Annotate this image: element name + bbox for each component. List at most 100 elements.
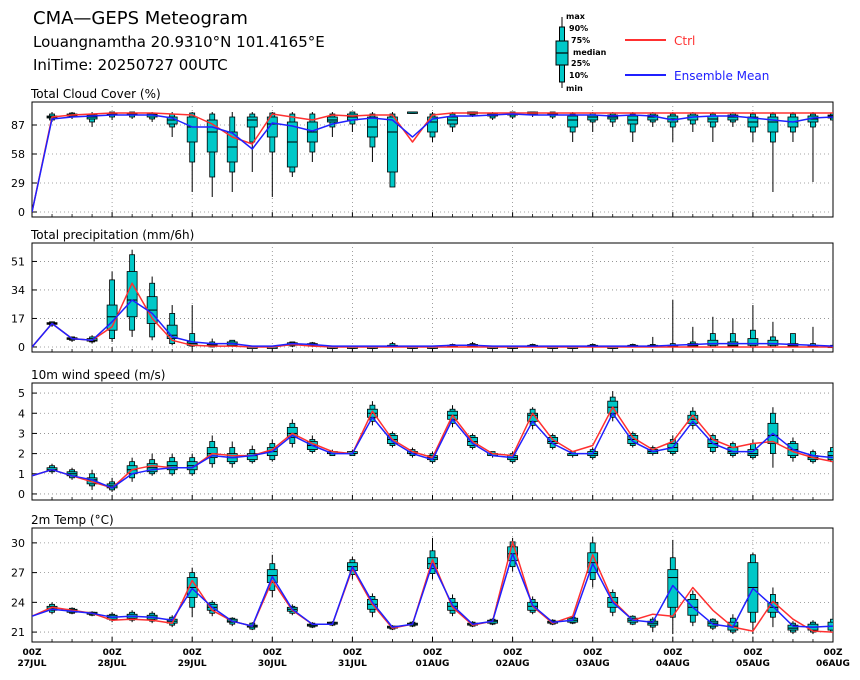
ensemble-mean-line bbox=[32, 412, 833, 489]
box-outer bbox=[249, 113, 256, 143]
ensemble-box bbox=[166, 112, 178, 137]
x-tick-date: 27JUL bbox=[18, 659, 47, 669]
box-inner bbox=[767, 339, 779, 346]
key-label: 75% bbox=[571, 36, 590, 45]
panel-title: Total precipitation (mm/6h) bbox=[30, 228, 194, 242]
x-tick-hour: 00Z bbox=[263, 648, 283, 658]
x-tick-hour: 00Z bbox=[423, 648, 443, 658]
ensemble-box bbox=[306, 622, 318, 629]
ensemble-box bbox=[747, 552, 759, 635]
x-tick-hour: 00Z bbox=[743, 648, 763, 658]
ensemble-box bbox=[467, 341, 478, 348]
ensemble-box bbox=[687, 112, 699, 132]
chart-title: CMA—GEPS Meteogram bbox=[33, 8, 248, 29]
box-inner bbox=[747, 449, 759, 457]
y-tick-label: 0 bbox=[18, 341, 25, 354]
y-tick-label: 1 bbox=[18, 468, 25, 481]
legend-label-mean: Ensemble Mean bbox=[674, 69, 769, 83]
ensemble-box bbox=[667, 112, 679, 142]
panel-2: 10m wind speed (m/s) 0 1 2 3 4 5 bbox=[18, 368, 834, 501]
ensemble-box bbox=[627, 112, 639, 142]
ensemble-box bbox=[787, 112, 799, 142]
key-label: 25% bbox=[571, 59, 590, 68]
y-tick-label: 4 bbox=[18, 407, 25, 420]
x-tick-hour: 00Z bbox=[343, 648, 363, 658]
x-tick-date: 02AUG bbox=[496, 659, 530, 669]
ensemble-box bbox=[767, 112, 779, 192]
panel-title: Total Cloud Cover (%) bbox=[30, 87, 161, 101]
x-tick-date: 31JUL bbox=[338, 659, 367, 669]
x-tick-date: 28JUL bbox=[98, 659, 127, 669]
ensemble-box bbox=[186, 112, 198, 192]
ensemble-box bbox=[707, 316, 719, 348]
y-tick-label: 2 bbox=[18, 448, 25, 461]
box-inner bbox=[186, 116, 198, 143]
box-inner bbox=[767, 116, 779, 133]
x-tick-hour: 00Z bbox=[183, 648, 203, 658]
ensemble-box bbox=[427, 112, 438, 142]
box-inner bbox=[206, 119, 218, 153]
ensemble-box bbox=[807, 326, 819, 348]
ensemble-box bbox=[587, 112, 599, 132]
x-tick-date: 30JUL bbox=[258, 659, 287, 669]
y-tick-label: 17 bbox=[11, 312, 25, 325]
ctrl-line bbox=[32, 282, 833, 348]
ensemble-box bbox=[407, 111, 418, 114]
y-tick-label: 21 bbox=[11, 626, 25, 639]
ensemble-box bbox=[146, 453, 158, 476]
ensemble-box bbox=[747, 112, 759, 142]
ensemble-box bbox=[387, 112, 398, 188]
panel-title: 2m Temp (°C) bbox=[31, 513, 114, 527]
panel-title: 10m wind speed (m/s) bbox=[31, 368, 165, 382]
ensemble-mean-line bbox=[32, 553, 833, 628]
box-inner bbox=[387, 116, 398, 173]
ensemble-box bbox=[827, 112, 833, 124]
ensemble-box bbox=[827, 445, 833, 466]
y-tick-label: 87 bbox=[11, 119, 25, 132]
box-inner bbox=[286, 121, 298, 168]
box-inner bbox=[266, 116, 278, 138]
box-inner bbox=[286, 426, 298, 438]
y-tick-label: 30 bbox=[11, 537, 25, 550]
ensemble-box bbox=[46, 463, 58, 474]
y-tick-label: 29 bbox=[11, 177, 25, 190]
ctrl-line bbox=[32, 541, 833, 633]
panel-plot-area bbox=[32, 391, 833, 492]
ctrl-line bbox=[32, 406, 833, 489]
ensemble-box bbox=[206, 112, 218, 197]
panel-0: Total Cloud Cover (%) 0 29 58 87 bbox=[11, 87, 834, 219]
ensemble-box bbox=[707, 112, 719, 142]
y-tick-label: 0 bbox=[18, 488, 25, 501]
ensemble-box bbox=[346, 111, 358, 132]
ensemble-box bbox=[286, 112, 298, 177]
ensemble-box bbox=[787, 621, 799, 635]
ensemble-box bbox=[146, 276, 158, 341]
ensemble-box bbox=[727, 112, 739, 127]
box-inner bbox=[206, 447, 218, 459]
ensemble-mean-line bbox=[32, 113, 833, 213]
y-tick-label: 51 bbox=[11, 255, 25, 268]
init-time-label: IniTime: 20250727 00UTC bbox=[33, 56, 228, 74]
box-inner bbox=[667, 569, 679, 608]
y-tick-label: 27 bbox=[11, 567, 25, 580]
ensemble-box bbox=[367, 401, 378, 426]
ensemble-box bbox=[647, 617, 659, 633]
ensemble-box bbox=[807, 112, 819, 182]
y-tick-label: 5 bbox=[18, 387, 25, 400]
panel-3: 2m Temp (°C) 21 24 27 30 bbox=[11, 513, 834, 643]
panel-plot-area bbox=[32, 536, 833, 635]
x-tick-date: 05AUG bbox=[736, 659, 770, 669]
x-tick-hour: 00Z bbox=[823, 648, 843, 658]
x-tick-date: 29JUL bbox=[178, 659, 207, 669]
panel-plot-area bbox=[32, 249, 833, 349]
y-tick-label: 0 bbox=[18, 206, 25, 219]
box-outer bbox=[189, 333, 196, 347]
box-inner bbox=[126, 271, 138, 318]
panel-1: Total precipitation (mm/6h) 0 17 34 51 bbox=[11, 228, 834, 354]
box-inner bbox=[246, 116, 258, 128]
ensemble-box bbox=[667, 300, 679, 348]
ensemble-box bbox=[126, 249, 138, 337]
ensemble-box bbox=[206, 435, 218, 468]
ensemble-box bbox=[607, 391, 619, 422]
